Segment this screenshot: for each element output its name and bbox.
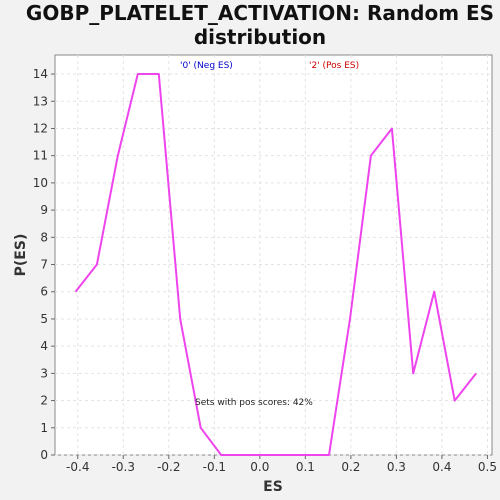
- x-tick-label: 0.3: [387, 460, 406, 474]
- y-tick-label: 1: [40, 421, 48, 435]
- y-tick-label: 10: [33, 176, 48, 190]
- chart-title-line-2: distribution: [194, 25, 326, 49]
- y-tick-label: 0: [40, 448, 48, 462]
- y-tick-label: 7: [40, 258, 48, 272]
- y-tick-label: 8: [40, 230, 48, 244]
- x-tick-label: 0.2: [341, 460, 360, 474]
- chart-title-line-1: GOBP_PLATELET_ACTIVATION: Random ES: [26, 1, 494, 25]
- legend: '0' (Neg ES) '2' (Pos ES): [180, 61, 359, 71]
- x-tick-label: 0.4: [432, 460, 451, 474]
- legend-entry-neg-es: '0' (Neg ES): [180, 61, 233, 71]
- plot-area: [54, 54, 493, 456]
- legend-entry-pos-es: '2' (Pos ES): [309, 61, 359, 71]
- y-tick-label: 9: [40, 203, 48, 217]
- y-axis-title: P(ES): [13, 234, 29, 277]
- x-axis-ticks: -0.4 -0.3 -0.2 -0.1 0.0 0.1 0.2 0.3 0.4 0.5: [66, 455, 497, 474]
- x-tick-label: -0.3: [112, 460, 135, 474]
- x-tick-label: 0.0: [250, 460, 269, 474]
- pos-scores-annotation: Sets with pos scores: 42%: [195, 398, 313, 408]
- y-tick-label: 12: [33, 121, 48, 135]
- y-tick-label: 5: [40, 312, 48, 326]
- y-tick-label: 11: [33, 149, 48, 163]
- y-tick-label: 2: [40, 394, 48, 408]
- x-tick-label: -0.4: [66, 460, 89, 474]
- x-tick-label: 0.1: [296, 460, 315, 474]
- y-tick-label: 13: [33, 94, 48, 108]
- y-tick-label: 14: [33, 67, 48, 81]
- x-tick-label: -0.1: [203, 460, 226, 474]
- series-line-0: [74, 73, 477, 456]
- x-axis-title: ES: [263, 479, 283, 495]
- y-tick-label: 4: [40, 339, 48, 353]
- x-tick-label: -0.2: [157, 460, 180, 474]
- series-layer: [74, 73, 477, 456]
- grid: [55, 55, 492, 456]
- y-tick-label: 3: [40, 366, 48, 380]
- y-tick-label: 6: [40, 285, 48, 299]
- x-tick-label: 0.5: [478, 460, 497, 474]
